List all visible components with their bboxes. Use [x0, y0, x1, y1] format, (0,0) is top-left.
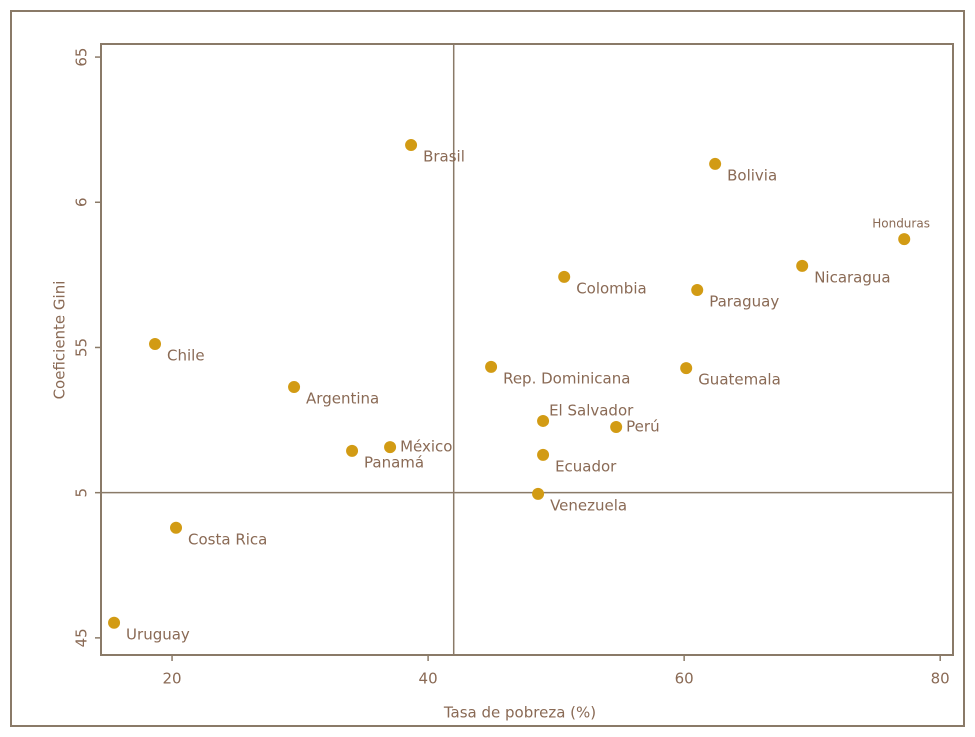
x-tick-label: 80 [931, 670, 950, 688]
point-label: Costa Rica [188, 530, 267, 548]
point-label: Perú [626, 418, 659, 436]
point [796, 259, 809, 272]
point [384, 441, 397, 454]
point-label: Rep. Dominicana [503, 369, 630, 387]
point-label: Bolivia [727, 166, 777, 184]
point-label: Chile [167, 346, 205, 364]
point [485, 360, 498, 373]
x-tick-label: 20 [163, 670, 182, 688]
y-tick-label: 5 [73, 488, 91, 498]
point [537, 448, 550, 461]
point-label: Argentina [306, 389, 379, 407]
point [346, 444, 359, 457]
y-tick-label: 55 [73, 338, 91, 357]
point-label: Honduras [872, 217, 930, 231]
y-tick-label: 45 [73, 628, 91, 647]
point-label: Nicaragua [814, 268, 890, 286]
outer-frame [10, 10, 965, 727]
point [288, 380, 301, 393]
point-label: El Salvador [549, 401, 634, 419]
y-tick-label: 6 [73, 197, 91, 207]
point-label: Colombia [576, 279, 647, 297]
x-axis-title: Tasa de pobreza (%) [443, 704, 596, 722]
point [709, 157, 722, 170]
point [558, 270, 571, 283]
point [532, 487, 545, 500]
point [537, 414, 550, 427]
point [898, 233, 911, 246]
point [610, 421, 623, 434]
point-label: México [400, 438, 452, 456]
point-label: Ecuador [555, 457, 617, 475]
y-tick-label: 65 [73, 48, 91, 67]
plot-frame [100, 43, 954, 656]
point-label: Uruguay [126, 625, 190, 643]
point-label: Guatemala [698, 371, 781, 389]
point [405, 139, 418, 152]
point-label: Paraguay [709, 292, 779, 310]
point-label: Venezuela [550, 496, 627, 514]
point [680, 362, 693, 375]
point-label: Panamá [364, 453, 424, 471]
point-label: Brasil [423, 148, 465, 166]
x-tick-label: 60 [675, 670, 694, 688]
point [691, 283, 704, 296]
point [149, 337, 162, 350]
y-axis-title: Coeficiente Gini [51, 281, 69, 400]
point [108, 616, 121, 629]
point [170, 521, 183, 534]
x-tick-label: 40 [419, 670, 438, 688]
